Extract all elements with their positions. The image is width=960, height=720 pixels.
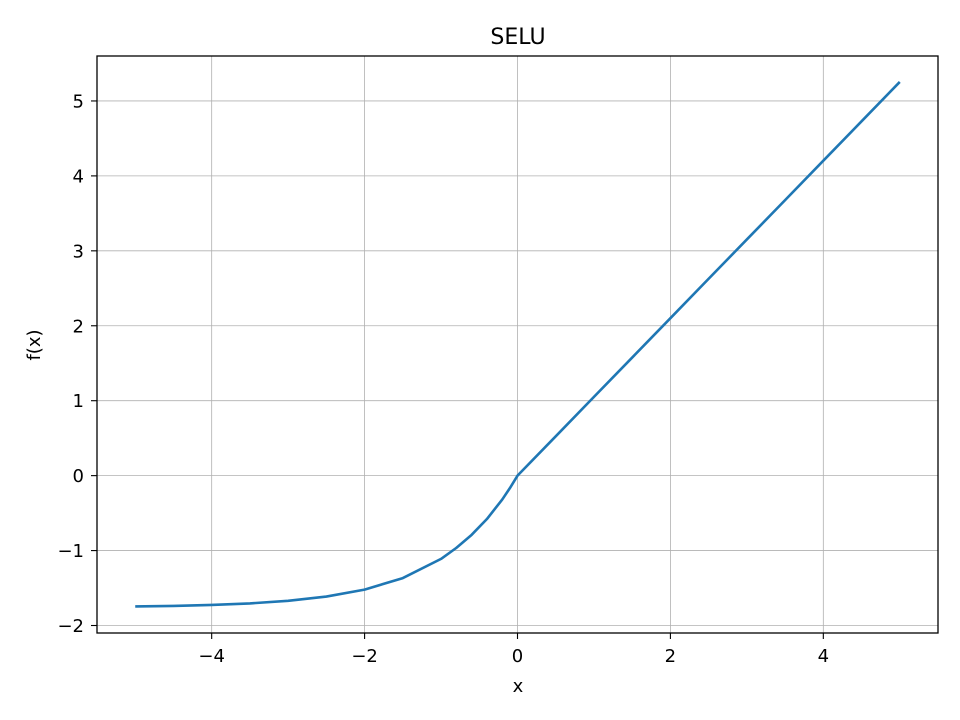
x-tick-label: 0 — [512, 646, 523, 667]
y-tick-label: 2 — [73, 316, 84, 337]
x-tick-label: −2 — [351, 646, 378, 667]
selu-curve-line — [135, 81, 901, 608]
chart-title: SELU — [490, 25, 545, 50]
y-axis-label: f(x) — [24, 329, 45, 360]
x-tick-label: 4 — [818, 646, 829, 667]
y-tick-label: −2 — [57, 616, 84, 637]
x-tick-label: −4 — [198, 646, 225, 667]
ticks-layer: −4 −2 0 2 4 −2 −1 0 1 2 3 4 5 — [57, 91, 829, 667]
y-tick-label: 3 — [73, 241, 84, 262]
y-tick-label: −1 — [57, 541, 84, 562]
y-tick-label: 4 — [73, 166, 84, 187]
y-tick-label: 0 — [73, 466, 84, 487]
y-tick-label: 1 — [73, 391, 84, 412]
grid-layer — [97, 56, 938, 633]
series-layer — [135, 81, 901, 608]
x-tick-label: 2 — [665, 646, 676, 667]
x-axis-label: x — [513, 676, 524, 697]
y-tick-label: 5 — [73, 91, 84, 112]
